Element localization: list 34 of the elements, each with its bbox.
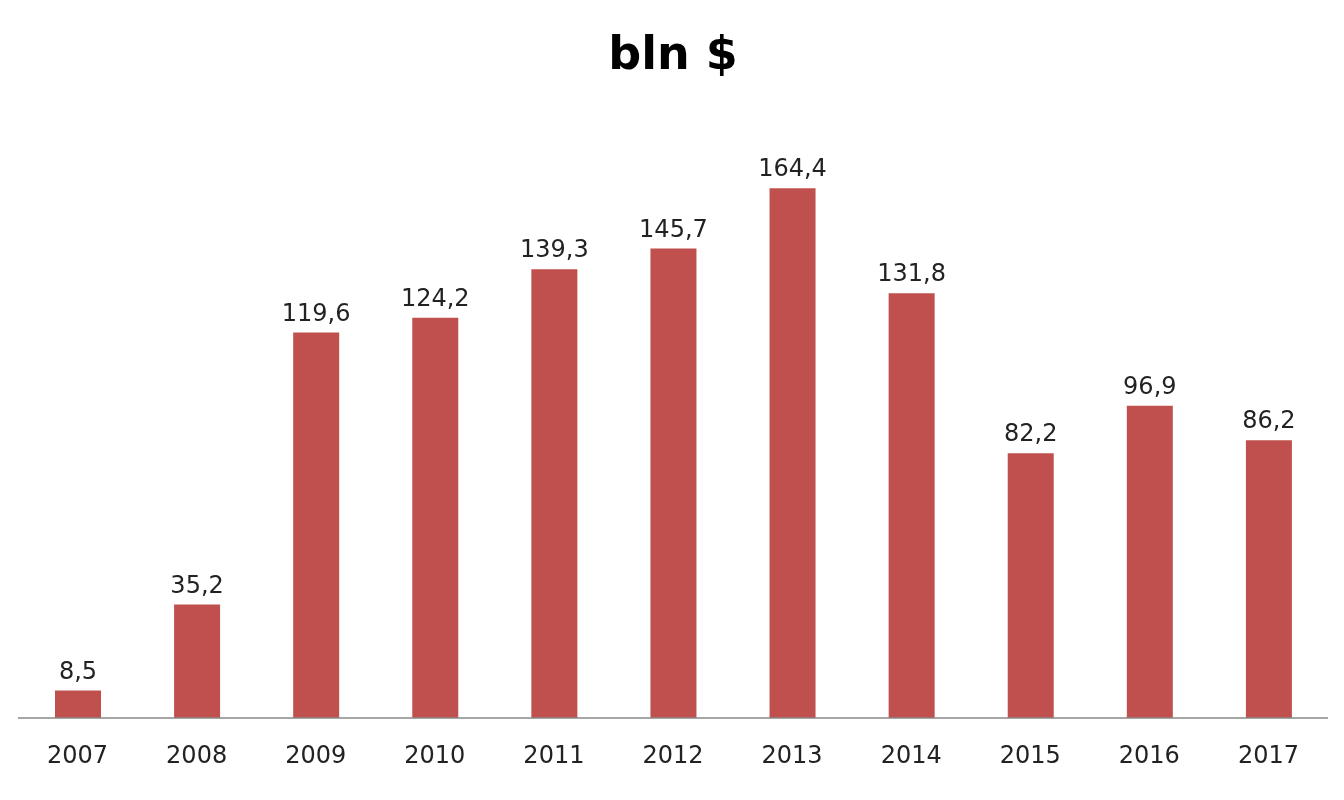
data-label: 124,2	[400, 283, 470, 312]
x-tick-label: 2009	[285, 741, 347, 770]
x-tick-label: 2014	[880, 741, 942, 770]
data-label: 164,4	[758, 154, 827, 183]
bar	[1245, 440, 1292, 718]
bar	[174, 604, 221, 718]
bar	[55, 690, 101, 718]
bar	[888, 293, 935, 718]
data-label: 82,2	[1004, 419, 1058, 448]
data-label: 8,5	[58, 656, 98, 685]
x-tick-label: 2012	[642, 741, 704, 770]
bar	[412, 317, 459, 718]
chart-title: bln $	[607, 25, 739, 82]
data-label: 35,2	[170, 570, 224, 599]
bar	[1126, 405, 1173, 718]
data-label: 96,9	[1123, 371, 1177, 400]
data-label: 145,7	[639, 214, 708, 243]
bar	[769, 188, 816, 718]
x-tick-label: 2007	[47, 741, 109, 770]
x-tick-label: 2015	[999, 741, 1061, 770]
x-tick-label: 2010	[404, 741, 466, 770]
x-tick-label: 2013	[761, 741, 823, 770]
bar	[293, 332, 340, 718]
x-tick-label: 2008	[166, 741, 228, 770]
data-label: 139,3	[520, 235, 589, 264]
x-tick-label: 2011	[523, 741, 585, 770]
bar	[650, 248, 697, 718]
data-label: 131,8	[877, 259, 946, 288]
bar	[1007, 453, 1054, 718]
x-tick-label: 2016	[1118, 741, 1180, 770]
data-label: 119,6	[281, 298, 351, 327]
data-label: 86,2	[1242, 406, 1296, 435]
bar	[531, 269, 578, 718]
x-tick-label: 2017	[1237, 741, 1299, 770]
